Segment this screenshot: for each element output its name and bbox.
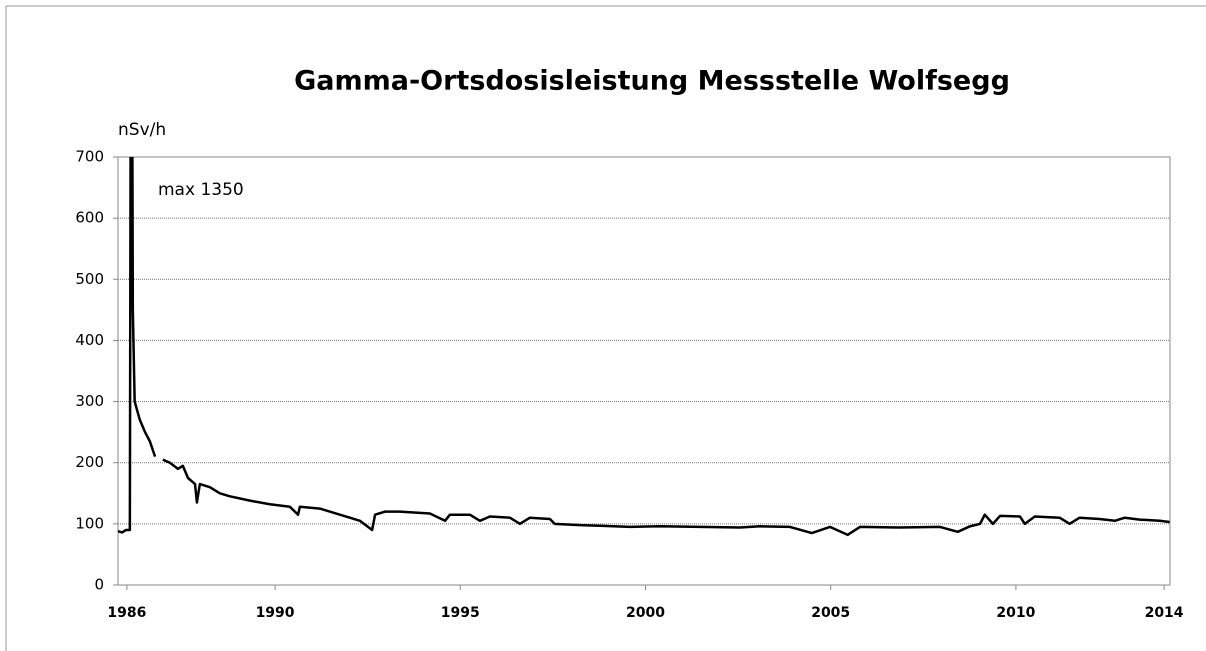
y-tick-label: 300 [75, 392, 104, 410]
x-tick-label: 2005 [811, 605, 850, 621]
x-tick-label: 1990 [256, 605, 295, 621]
y-tick-label: 200 [75, 453, 104, 471]
plot-border [117, 156, 1171, 586]
y-tick-label: 400 [75, 331, 104, 349]
x-tick-label: 1995 [441, 605, 480, 621]
data-line [118, 157, 1170, 537]
y-axis-label: nSv/h [118, 120, 166, 140]
x-tick-label: 2010 [996, 605, 1035, 621]
y-tick-label: 600 [75, 209, 104, 227]
x-tick-label: 2000 [626, 605, 665, 621]
annotation: max 1350 [158, 180, 244, 200]
y-tick-label: 0 [94, 576, 104, 594]
x-tick-label: 1986 [107, 605, 146, 621]
y-tick-label: 500 [75, 270, 104, 288]
y-tick-label: 700 [75, 148, 104, 166]
x-tick-label: 2014 [1145, 605, 1184, 621]
chart-title: Gamma-Ortsdosisleistung Messstelle Wolfs… [294, 66, 1010, 97]
y-tick-label: 100 [75, 514, 104, 532]
